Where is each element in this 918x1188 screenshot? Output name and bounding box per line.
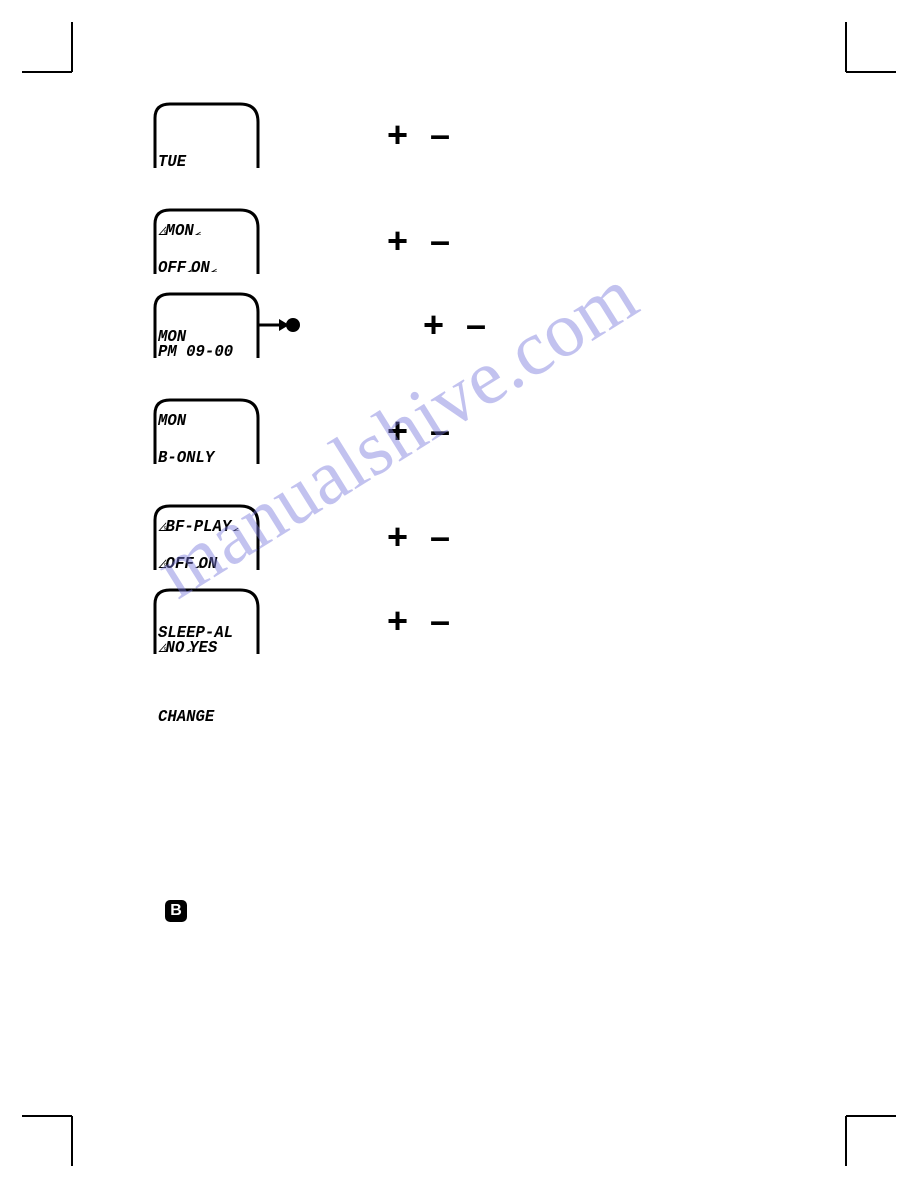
lcd-display: TUE ⦞MON⦟ <box>140 100 265 170</box>
plus-minus: + – <box>423 304 486 346</box>
instruction-row: OFF⦟ON⦟ MON + – <box>140 206 780 276</box>
minus-icon: – <box>430 114 450 156</box>
crop-mark-tr <box>826 22 896 92</box>
minus-icon: – <box>430 220 450 262</box>
arrow-dot-icon <box>259 315 301 335</box>
plus-minus: + – <box>387 410 450 452</box>
b-icon: B <box>165 900 187 922</box>
section-gap <box>140 184 780 206</box>
minus-icon: – <box>430 516 450 558</box>
section-gap <box>140 374 780 396</box>
plus-icon: + <box>387 516 408 558</box>
crop-mark-tl <box>22 22 92 92</box>
plus-minus: + – <box>387 220 450 262</box>
minus-icon: – <box>430 600 450 642</box>
plus-icon: + <box>387 220 408 262</box>
lcd-display: OFF⦟ON⦟ MON <box>140 206 265 276</box>
instruction-row: ⦞OFF⦟ON SLEEP-AL + – <box>140 502 780 572</box>
lcd-display: ⦞OFF⦟ON SLEEP-AL <box>140 502 265 572</box>
lcd-display: ⦞NO⦟YES CHANGE <box>140 586 265 656</box>
instruction-row: ⦞NO⦟YES CHANGE + – <box>140 586 780 656</box>
instruction-row: PM 09-00 MON + – <box>140 290 780 360</box>
crop-mark-br <box>826 1096 896 1166</box>
content-area: TUE ⦞MON⦟ + – OFF⦟ON⦟ MON + – <box>140 100 780 670</box>
plus-icon: + <box>423 304 444 346</box>
plus-icon: + <box>387 600 408 642</box>
instruction-row: TUE ⦞MON⦟ + – <box>140 100 780 170</box>
crop-mark-bl <box>22 1096 92 1166</box>
minus-icon: – <box>430 410 450 452</box>
plus-minus: + – <box>387 600 450 642</box>
plus-icon: + <box>387 114 408 156</box>
lcd-display: PM 09-00 MON <box>140 290 265 360</box>
plus-minus: + – <box>387 114 450 156</box>
plus-minus: + – <box>387 516 450 558</box>
lcd-text: ⦞NO⦟YES CHANGE <box>158 592 233 776</box>
plus-icon: + <box>387 410 408 452</box>
lcd-display: B-ONLY ⦞BF-PLAY⦟ <box>140 396 265 466</box>
minus-icon: – <box>466 304 486 346</box>
instruction-row: B-ONLY ⦞BF-PLAY⦟ + – <box>140 396 780 466</box>
